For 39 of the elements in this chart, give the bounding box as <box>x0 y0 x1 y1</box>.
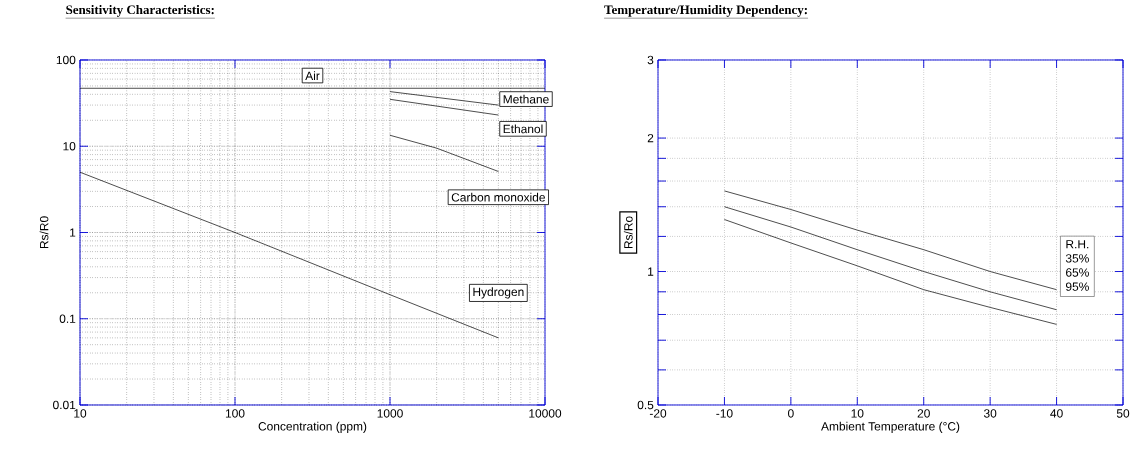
y-tick-label: 2 <box>647 133 654 143</box>
text: Hydrogen <box>473 287 524 299</box>
y-tick-label: 10 <box>63 142 76 151</box>
x-tick-label: 10 <box>74 409 87 418</box>
text: 35% <box>1065 254 1089 263</box>
x-tick-label: -10 <box>716 409 733 418</box>
series-label: Ethanol <box>503 124 543 134</box>
y-tick-label: 1 <box>648 267 654 276</box>
x-tick-label: 0 <box>788 409 794 418</box>
x-tick-label: 1000 <box>377 409 403 418</box>
text: 65% <box>1066 268 1089 277</box>
text: Carbon monoxide <box>451 192 545 202</box>
line-series <box>724 206 1057 311</box>
line-series <box>724 190 1057 291</box>
x-tick-label: 30 <box>983 409 997 418</box>
x-tick-label: 50 <box>1116 409 1130 418</box>
x-tick-label: 10 <box>851 409 864 418</box>
y-axis-title: Rs/Ro <box>623 216 633 249</box>
x-tick-label: 20 <box>917 409 930 418</box>
y-tick-label: 0.01 <box>53 400 76 410</box>
legend-title: R.H. <box>1066 240 1089 249</box>
x-tick-label: 10000 <box>529 409 562 418</box>
x-axis-title: Ambient Temperature (°C) <box>821 421 960 433</box>
y-tick-label: 0.5 <box>637 400 654 410</box>
x-tick-label: 40 <box>1050 409 1063 418</box>
y-tick-label: 0.1 <box>59 314 76 323</box>
chart-title: Temperature/Humidity Dependency: <box>604 5 807 17</box>
chart-title: Sensitivity Characteristics: <box>66 5 214 17</box>
y-tick-label: 3 <box>647 55 654 65</box>
x-axis-title: Concentration (ppm) <box>258 421 367 433</box>
text: 95% <box>1065 282 1089 291</box>
series-label: Methane <box>503 94 549 104</box>
line-series <box>724 219 1057 325</box>
y-tick-label: 1 <box>70 228 76 237</box>
y-tick-label: 100 <box>56 55 76 65</box>
series-label: Air <box>305 71 320 80</box>
x-tick-label: -20 <box>649 409 667 418</box>
x-tick-label: 100 <box>225 409 245 418</box>
y-axis-title: Rs/R0 <box>39 216 49 249</box>
